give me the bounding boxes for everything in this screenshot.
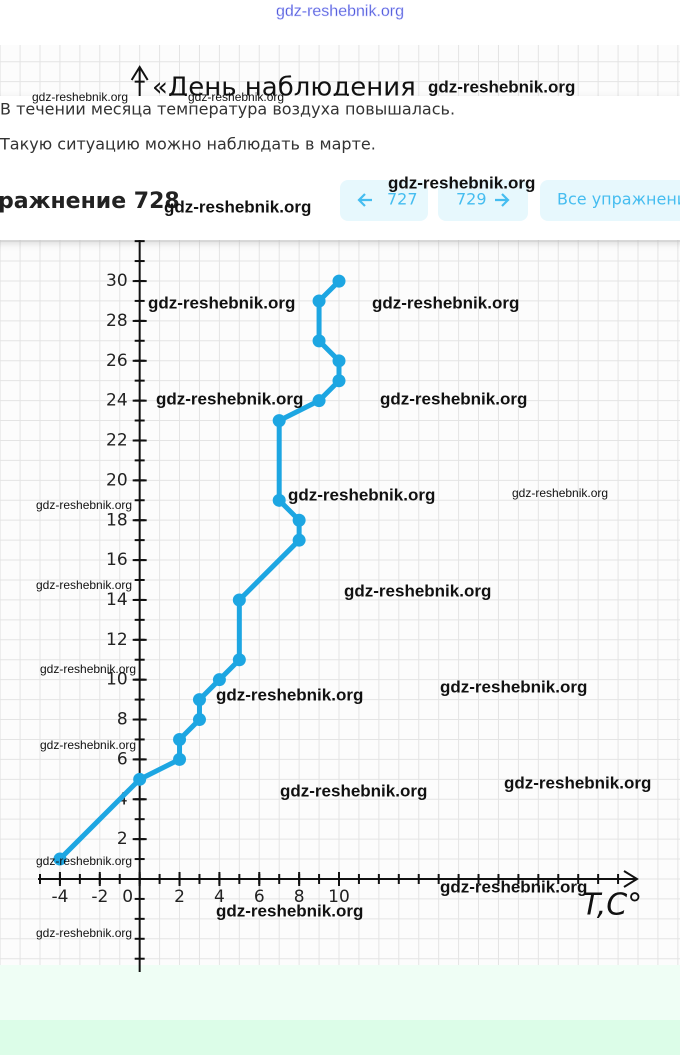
data-point bbox=[312, 334, 326, 348]
arrow-left bbox=[357, 193, 372, 207]
text-line: Такую ситуацию можно наблюдать в марте. bbox=[0, 135, 376, 154]
y-tick-label: 28 bbox=[106, 311, 128, 331]
data-point bbox=[332, 354, 346, 368]
y-tick-label: 10 bbox=[106, 670, 128, 690]
watermark: gdz-reshebnik.org bbox=[428, 77, 575, 96]
arrow-right bbox=[495, 193, 510, 207]
watermark: gdz-reshebnik.org bbox=[216, 685, 363, 704]
watermark: gdz-reshebnik.org bbox=[288, 485, 435, 504]
y-tick-label: 30 bbox=[106, 271, 128, 291]
data-point bbox=[232, 593, 246, 607]
watermark: gdz-reshebnik.org bbox=[36, 578, 132, 592]
x-tick-label: 10 bbox=[328, 887, 350, 907]
button-bg[interactable] bbox=[540, 180, 680, 221]
x-tick-label: 4 bbox=[214, 887, 225, 907]
x-axis-label: T,C° bbox=[582, 888, 642, 923]
button-bg[interactable] bbox=[340, 180, 428, 221]
watermark: gdz-reshebnik.org bbox=[36, 854, 132, 868]
watermark: gdz-reshebnik.org bbox=[280, 781, 427, 800]
data-point bbox=[272, 414, 286, 428]
data-point bbox=[312, 394, 326, 408]
y-tick-label: 8 bbox=[117, 710, 128, 730]
y-tick-label: 26 bbox=[106, 351, 128, 371]
data-point bbox=[173, 732, 187, 746]
x-tick-label: 2 bbox=[174, 887, 185, 907]
watermark: gdz-reshebnik.org bbox=[440, 677, 587, 696]
data-point bbox=[173, 752, 187, 766]
footer-band bbox=[0, 965, 680, 1020]
data-point bbox=[212, 673, 226, 687]
watermark: gdz-reshebnik.org bbox=[36, 926, 132, 940]
next-button[interactable]: 729 bbox=[438, 180, 528, 221]
x-tick-label: 6 bbox=[254, 887, 265, 907]
x-tick-label: 0 bbox=[122, 887, 133, 907]
y-tick-label: 22 bbox=[106, 431, 128, 451]
watermark: gdz-reshebnik.org bbox=[156, 389, 303, 408]
watermark: gdz-reshebnik.org bbox=[148, 293, 295, 312]
data-point bbox=[192, 693, 206, 707]
x-tick-label: -2 bbox=[91, 887, 108, 907]
watermark: gdz-reshebnik.org bbox=[40, 662, 136, 676]
button-label[interactable]: Все упражнени bbox=[557, 190, 680, 209]
data-point bbox=[232, 653, 246, 667]
exercise-panel: В течении месяца температура воздуха пов… bbox=[0, 96, 680, 240]
data-point bbox=[332, 274, 346, 288]
watermark: gdz-reshebnik.org bbox=[216, 901, 363, 920]
y-tick-label: 14 bbox=[106, 590, 128, 610]
data-point bbox=[53, 852, 67, 866]
watermark: gdz-reshebnik.org bbox=[32, 90, 128, 104]
x-axis-arrow bbox=[623, 870, 639, 888]
exercise-title: ражнение 728 bbox=[0, 189, 180, 214]
watermark: gdz-reshebnik.org bbox=[504, 773, 651, 792]
watermark: gdz-reshebnik.org bbox=[440, 877, 587, 896]
data-point bbox=[192, 713, 206, 727]
button-label[interactable]: 729 bbox=[456, 190, 487, 209]
watermark: gdz-reshebnik.org bbox=[512, 486, 608, 500]
watermark: gdz-reshebnik.org bbox=[164, 197, 311, 216]
y-tick-label: 24 bbox=[106, 391, 128, 411]
y-tick-label: 16 bbox=[106, 550, 128, 570]
all-button[interactable]: Все упражнени bbox=[540, 180, 680, 221]
watermark: gdz-reshebnik.org bbox=[36, 498, 132, 512]
top-bar bbox=[0, 0, 680, 45]
y-tick-label: 18 bbox=[106, 510, 128, 530]
prev-button[interactable]: 727 bbox=[340, 180, 428, 221]
text-line: В течении месяца температура воздуха пов… bbox=[0, 100, 455, 119]
watermark: gdz-reshebnik.org bbox=[188, 90, 284, 104]
watermark: gdz-reshebnik.org bbox=[388, 173, 535, 192]
y-tick-label: 12 bbox=[106, 630, 128, 650]
x-tick-label: -4 bbox=[51, 887, 68, 907]
y-tick-label: 20 bbox=[106, 470, 128, 490]
y-tick-label: 2 bbox=[117, 829, 128, 849]
data-point bbox=[272, 493, 286, 507]
watermark: gdz-reshebnik.org bbox=[344, 581, 491, 600]
button-bg[interactable] bbox=[438, 180, 528, 221]
watermark: gdz-reshebnik.org bbox=[40, 738, 136, 752]
y-axis-arrow bbox=[130, 65, 149, 81]
data-point bbox=[292, 533, 306, 547]
button-label[interactable]: 727 bbox=[387, 190, 418, 209]
y-tick-label: 6 bbox=[117, 749, 128, 769]
watermark: gdz-reshebnik.org bbox=[276, 3, 404, 20]
data-point bbox=[133, 772, 147, 786]
watermark: gdz-reshebnik.org bbox=[380, 389, 527, 408]
watermark: gdz-reshebnik.org bbox=[372, 293, 519, 312]
data-point bbox=[332, 374, 346, 388]
data-point bbox=[312, 294, 326, 308]
data-point bbox=[292, 513, 306, 527]
x-tick-label: 8 bbox=[294, 887, 305, 907]
footer-band bbox=[0, 1020, 680, 1055]
